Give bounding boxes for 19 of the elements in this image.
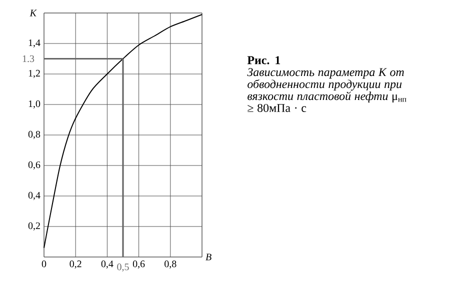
y-tick-label: 0,6	[28, 161, 40, 170]
line-series	[44, 14, 203, 248]
ref-line-label: 0,5	[117, 264, 129, 272]
x-tick-label: 0,4	[101, 260, 114, 269]
x-tick-label: 0	[42, 260, 46, 268]
x-tick-label: 0,2	[70, 260, 82, 269]
y-tick-label: 1,0	[28, 100, 40, 109]
x-axis-title: B	[206, 254, 212, 260]
text: Зависимость параметра K от обводненности продукции при вязкости пластовой нефти μ$_{нп}$ ≥ 80мПа · с	[247, 68, 406, 112]
y-tick-label: 1,4	[28, 39, 40, 48]
y-tick-label: 1,2	[28, 70, 40, 78]
x-tick-label: 0,6	[132, 260, 145, 269]
ref-line-label: 1.3	[22, 55, 34, 62]
y-axis-title: K	[30, 10, 37, 16]
y-tick-label: 0,4	[28, 192, 40, 200]
y-tick-label: 0,8	[28, 130, 40, 140]
x-tick-label: 0,8	[164, 260, 176, 269]
y-tick-label: 0,2	[28, 222, 40, 231]
text: Рис. 1	[247, 56, 280, 64]
